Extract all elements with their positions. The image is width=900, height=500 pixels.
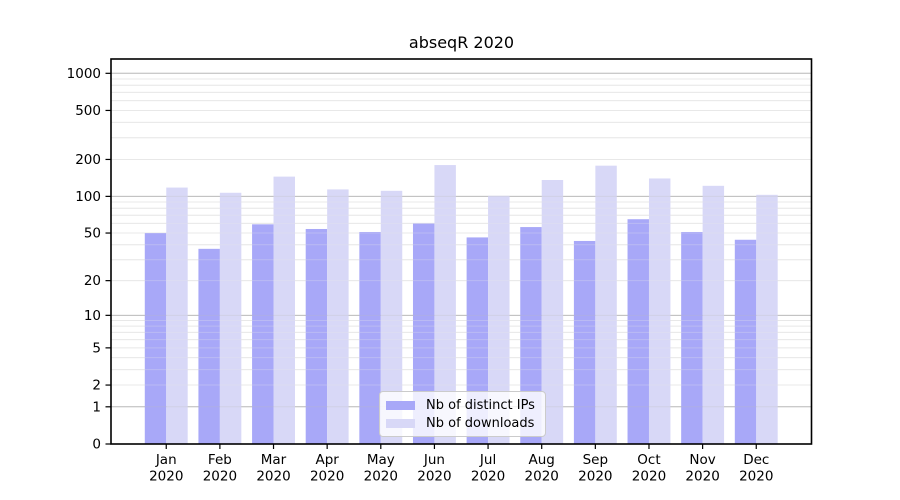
- x-tick-label-year: 2020: [525, 469, 559, 485]
- bar-downloads-feb: [219, 192, 242, 444]
- y-tick-label: 500: [75, 103, 101, 119]
- bar-distinct-ips-may: [359, 231, 381, 444]
- bar-downloads-may: [380, 190, 403, 444]
- y-tick-label: 20: [84, 273, 101, 289]
- y-tick-label: 5: [92, 340, 101, 356]
- bar-downloads-jan: [166, 187, 188, 444]
- bar-distinct-ips-feb: [198, 248, 220, 444]
- x-tick-label-month: Oct: [637, 452, 660, 468]
- x-tick-label-month: Dec: [743, 452, 769, 468]
- bar-downloads-aug: [541, 180, 564, 444]
- x-tick-label-year: 2020: [685, 469, 719, 485]
- y-tick-label: 0: [92, 437, 101, 453]
- x-tick-label-month: Nov: [689, 452, 715, 468]
- bar-distinct-ips-apr: [305, 228, 328, 444]
- bar-downloads-jul: [488, 195, 510, 444]
- legend-label-distinct-ips: Nb of distinct IPs: [426, 397, 535, 413]
- bar-distinct-ips-mar: [252, 224, 274, 444]
- x-tick-label-year: 2020: [739, 469, 773, 485]
- y-tick-label: 10: [84, 308, 101, 324]
- x-tick-label-year: 2020: [149, 469, 183, 485]
- bar-downloads-nov: [702, 185, 725, 444]
- x-tick-label-year: 2020: [256, 469, 290, 485]
- bar-downloads-sep: [595, 165, 617, 445]
- x-tick-label-year: 2020: [578, 469, 612, 485]
- bar-distinct-ips-jun: [412, 223, 435, 444]
- x-tick-label-month: Aug: [529, 452, 555, 468]
- y-tick-label: 1: [92, 399, 101, 415]
- x-tick-label-month: May: [367, 452, 395, 468]
- bar-downloads-mar: [273, 176, 295, 444]
- bar-distinct-ips-aug: [520, 227, 542, 444]
- legend-swatch-distinct-ips: [386, 400, 415, 410]
- x-tick-label-month: Jul: [479, 452, 496, 468]
- legend-item-distinct-ips: Nb of distinct IPs: [386, 399, 539, 412]
- y-tick-label: 2: [92, 378, 101, 394]
- plot-border: [110, 58, 813, 445]
- bar-downloads-dec: [756, 194, 778, 444]
- x-tick-label-month: Mar: [261, 452, 287, 468]
- y-tick-label: 200: [75, 152, 101, 168]
- x-tick-label-month: Apr: [315, 452, 339, 468]
- bar-distinct-ips-jan: [144, 233, 167, 444]
- x-tick-label-month: Sep: [583, 452, 608, 468]
- x-tick-label-year: 2020: [632, 469, 666, 485]
- bar-downloads-jun: [434, 165, 456, 444]
- bar-downloads-apr: [327, 189, 349, 444]
- x-tick-label-year: 2020: [364, 469, 398, 485]
- bar-downloads-oct: [648, 178, 671, 444]
- y-tick-label: 100: [75, 189, 101, 205]
- chart-title: abseqR 2020: [408, 33, 515, 52]
- x-tick-label-year: 2020: [471, 469, 505, 485]
- bar-distinct-ips-dec: [734, 239, 757, 444]
- x-tick-label-year: 2020: [310, 469, 344, 485]
- x-tick-label-year: 2020: [203, 469, 237, 485]
- legend-item-downloads: Nb of downloads: [386, 417, 539, 430]
- y-tick-label: 1000: [67, 66, 101, 82]
- y-tick-label: 50: [84, 226, 101, 242]
- legend-swatch-downloads: [386, 418, 415, 428]
- x-tick-label-month: Jan: [155, 452, 177, 468]
- legend-label-downloads: Nb of downloads: [426, 415, 535, 431]
- bar-distinct-ips-sep: [573, 240, 596, 444]
- x-tick-label-month: Feb: [208, 452, 232, 468]
- legend: Nb of distinct IPs Nb of downloads: [379, 391, 546, 437]
- bar-distinct-ips-oct: [627, 219, 649, 444]
- bar-distinct-ips-nov: [681, 231, 703, 444]
- x-tick-label-month: Jun: [423, 452, 445, 468]
- x-tick-label-year: 2020: [417, 469, 451, 485]
